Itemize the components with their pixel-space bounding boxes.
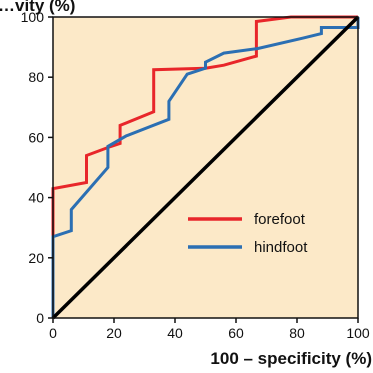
axes-layer: 0 20 40 60 80 100 0 20 40 60 80 100 bbox=[21, 9, 370, 341]
x-tick-label: 80 bbox=[289, 325, 305, 341]
y-tick-label: 100 bbox=[21, 9, 45, 25]
y-tick-label: 80 bbox=[28, 69, 44, 85]
reference-diagonal-line bbox=[51, 15, 360, 320]
x-tick-label: 40 bbox=[167, 325, 183, 341]
x-axis-title: 100 – specificity (%) bbox=[210, 349, 372, 368]
plot-frame bbox=[52, 16, 359, 319]
series-forefoot-line bbox=[51, 15, 358, 318]
legend: forefoot hindfoot bbox=[188, 211, 308, 256]
y-axis-title-partial: …vity (%) bbox=[0, 0, 75, 15]
legend-label-hindfoot: hindfoot bbox=[254, 239, 308, 256]
series-layer bbox=[51, 15, 360, 320]
y-tick-label: 40 bbox=[28, 190, 44, 206]
series-hindfoot-line bbox=[51, 17, 360, 318]
y-tick-label: 60 bbox=[28, 129, 44, 145]
x-tick-label: 20 bbox=[106, 325, 122, 341]
y-tick-label: 0 bbox=[36, 310, 44, 326]
y-tick-label: 20 bbox=[28, 250, 44, 266]
legend-label-forefoot: forefoot bbox=[254, 211, 306, 228]
x-tick-label: 0 bbox=[49, 325, 57, 341]
x-tick-label: 60 bbox=[228, 325, 244, 341]
x-tick-label: 100 bbox=[346, 325, 370, 341]
